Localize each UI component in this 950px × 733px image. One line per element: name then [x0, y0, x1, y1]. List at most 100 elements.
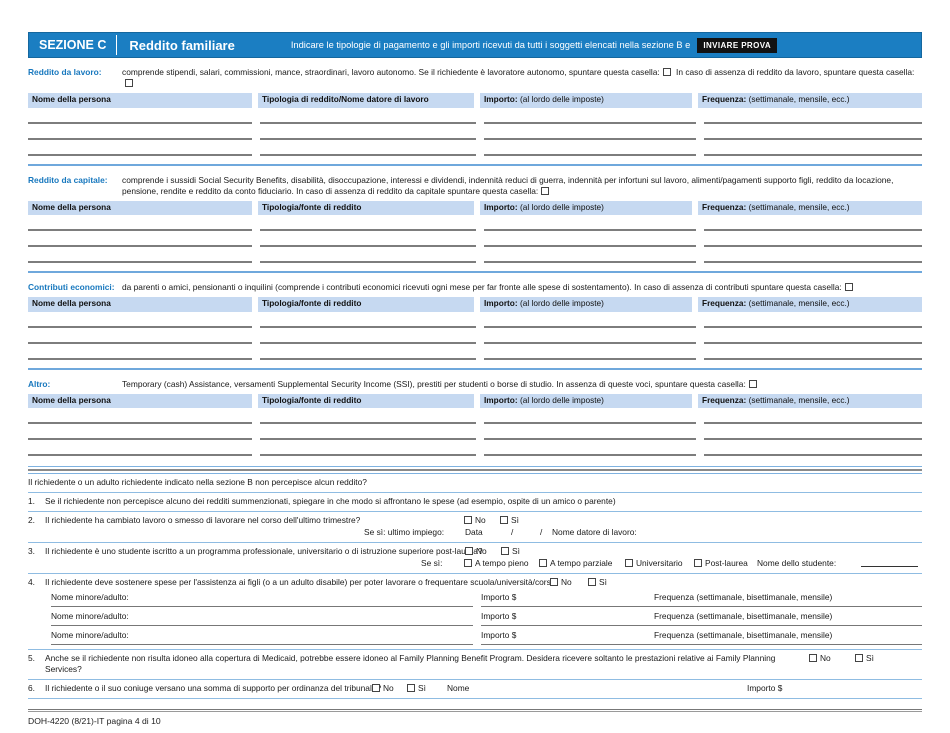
type-input-line[interactable] — [260, 328, 476, 344]
name-input-line[interactable] — [28, 247, 252, 263]
if-yes-label: Se sì: ultimo impiego: — [364, 527, 445, 537]
no-capital-income-checkbox[interactable] — [541, 186, 550, 195]
full-time-option[interactable]: A tempo pieno — [464, 558, 529, 569]
amount-input-line[interactable] — [484, 247, 696, 263]
type-input-line[interactable] — [260, 408, 476, 424]
type-input-line[interactable] — [260, 247, 476, 263]
column-header-amount: Importo: (al lordo delle imposte) — [480, 393, 692, 408]
amount-input-line[interactable] — [484, 108, 696, 124]
name-input-line[interactable] — [28, 215, 252, 231]
checkbox[interactable] — [588, 578, 596, 586]
column-header-type: Tipologia/fonte di reddito — [258, 297, 474, 312]
checkbox[interactable] — [625, 559, 633, 567]
section-separator — [28, 367, 922, 370]
university-option[interactable]: Universitario — [625, 558, 683, 569]
type-input-line[interactable] — [260, 312, 476, 328]
self-employed-checkbox[interactable] — [662, 68, 671, 76]
q5-yes-option[interactable]: Sì — [855, 653, 874, 664]
dependent-name-input-line[interactable]: Nome minore/adulto: — [51, 592, 473, 607]
amount-input-line[interactable] — [484, 424, 696, 440]
name-input-line[interactable] — [28, 124, 252, 140]
checkbox[interactable] — [465, 547, 473, 555]
amount-input-line[interactable] — [484, 440, 696, 456]
amount-input-line[interactable] — [484, 344, 696, 360]
q5-no-option[interactable]: No — [809, 653, 831, 664]
frequency-input-line[interactable] — [704, 140, 922, 156]
column-header-type: Tipologia di reddito/Nome datore di lavo… — [258, 93, 474, 108]
frequency-input-line[interactable] — [704, 440, 922, 456]
amount-input-line[interactable] — [484, 215, 696, 231]
checkbox[interactable] — [464, 516, 472, 524]
dependent-amount-input-line[interactable]: Importo $ Frequenza (settimanale, bisetti… — [481, 592, 922, 607]
q6-no-option[interactable]: No — [372, 683, 394, 694]
checkbox[interactable] — [464, 559, 472, 567]
dependent-name-input-line[interactable]: Nome minore/adulto: — [51, 630, 473, 645]
name-input-line[interactable] — [28, 408, 252, 424]
checkbox[interactable] — [372, 684, 380, 692]
name-input-line[interactable] — [28, 108, 252, 124]
name-input-line[interactable] — [28, 312, 252, 328]
question-4: 4. Il richiedente deve sostenere spese p… — [28, 574, 922, 650]
question-number: 3. — [28, 546, 35, 556]
amount-input-line[interactable] — [484, 124, 696, 140]
frequency-input-line[interactable] — [704, 312, 922, 328]
amount-input-line[interactable] — [484, 140, 696, 156]
frequency-input-line[interactable] — [704, 328, 922, 344]
checkbox[interactable] — [809, 654, 817, 662]
q4-yes-option[interactable]: Sì — [588, 577, 607, 588]
checkbox[interactable] — [407, 684, 415, 692]
q4-no-option[interactable]: No — [550, 577, 572, 588]
name-input-line[interactable] — [28, 344, 252, 360]
type-input-line[interactable] — [260, 440, 476, 456]
type-input-line[interactable] — [260, 215, 476, 231]
type-input-line[interactable] — [260, 140, 476, 156]
q6-yes-option[interactable]: Sì — [407, 683, 426, 694]
frequency-input-line[interactable] — [704, 215, 922, 231]
table-row — [28, 215, 922, 231]
frequency-input-line[interactable] — [704, 124, 922, 140]
q3-yes-option[interactable]: Sì — [501, 546, 520, 557]
name-input-line[interactable] — [28, 328, 252, 344]
frequency-input-line[interactable] — [704, 344, 922, 360]
type-input-line[interactable] — [260, 344, 476, 360]
q2-yes-option[interactable]: Sì — [500, 515, 519, 526]
no-contributions-checkbox[interactable] — [844, 283, 853, 291]
checkbox[interactable] — [855, 654, 863, 662]
checkbox[interactable] — [500, 516, 508, 524]
checkbox[interactable] — [501, 547, 509, 555]
frequency-input-line[interactable] — [704, 231, 922, 247]
student-name-input-line[interactable] — [861, 558, 918, 567]
name-input-line[interactable] — [28, 140, 252, 156]
frequency-input-line[interactable] — [704, 247, 922, 263]
frequency-input-line[interactable] — [704, 408, 922, 424]
part-time-option[interactable]: A tempo parziale — [539, 558, 612, 569]
q3-no-option[interactable]: No — [465, 546, 487, 557]
no-work-income-checkbox[interactable] — [125, 79, 133, 87]
dependent-name-input-line[interactable]: Nome minore/adulto: — [51, 611, 473, 626]
type-input-line[interactable] — [260, 124, 476, 140]
type-input-line[interactable] — [260, 424, 476, 440]
description-text: comprende stipendi, salari, commissioni,… — [122, 67, 660, 77]
dependent-amount-input-line[interactable]: Importo $ Frequenza (settimanale, bisetti… — [481, 611, 922, 626]
amount-input-line[interactable] — [484, 231, 696, 247]
checkbox[interactable] — [539, 559, 547, 567]
frequency-input-line[interactable] — [704, 108, 922, 124]
type-input-line[interactable] — [260, 231, 476, 247]
postgrad-option[interactable]: Post-laurea — [694, 558, 748, 569]
section-separator — [28, 163, 922, 166]
amount-input-line[interactable] — [484, 312, 696, 328]
name-input-line[interactable] — [28, 231, 252, 247]
q2-no-option[interactable]: No — [464, 515, 486, 526]
type-input-line[interactable] — [260, 108, 476, 124]
no-other-income-checkbox[interactable] — [748, 379, 757, 388]
amount-input-line[interactable] — [484, 328, 696, 344]
if-yes-label: Se sì: — [421, 558, 443, 568]
name-input-line[interactable] — [28, 440, 252, 456]
amount-input-line[interactable] — [484, 408, 696, 424]
checkbox[interactable] — [694, 559, 702, 567]
dependent-row: Nome minore/adulto: Importo $ Frequenza (… — [28, 607, 922, 626]
dependent-amount-input-line[interactable]: Importo $ Frequenza (settimanale, bisetti… — [481, 630, 922, 645]
checkbox[interactable] — [550, 578, 558, 586]
name-input-line[interactable] — [28, 424, 252, 440]
frequency-input-line[interactable] — [704, 424, 922, 440]
